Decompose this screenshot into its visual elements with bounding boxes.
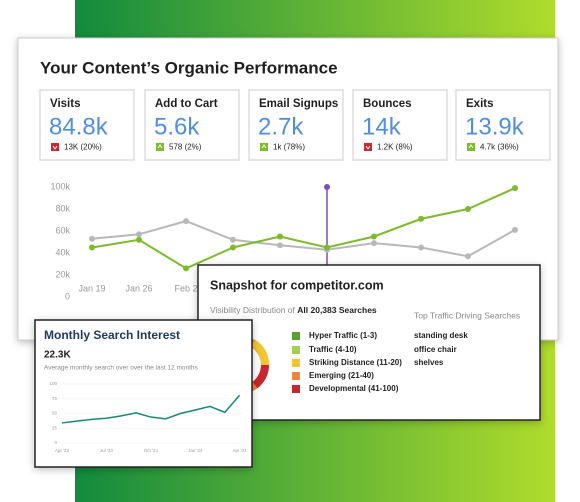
point [230, 244, 236, 251]
point [277, 233, 283, 240]
y-tick-label: 100k [50, 181, 70, 191]
y-tick-label: 60k [55, 225, 70, 235]
y-tick-label: 0 [65, 291, 70, 301]
donut [252, 364, 269, 389]
legend-label: Developmental (41-100) [309, 384, 399, 393]
y-tick-label: 80k [55, 203, 70, 213]
kpi-value: 13.9k [465, 113, 525, 140]
delta-arrow [468, 144, 474, 149]
delta-arrow [52, 145, 58, 150]
point [183, 218, 189, 225]
value: 22.3K [44, 350, 71, 361]
search-term: office chair [414, 345, 457, 354]
delta-arrow [157, 144, 163, 149]
point [512, 185, 518, 192]
point [512, 226, 518, 233]
title: Your Content’s Organic Performance [40, 58, 338, 77]
point [89, 235, 95, 242]
kpi-label: Bounces [363, 98, 412, 110]
delta-icon [467, 143, 475, 151]
point [230, 236, 236, 243]
x-tick-label: Jul '23 [100, 448, 113, 453]
snapshot-card: Snapshot for competitor.com Visibility D… [197, 264, 541, 421]
kpi-value: 84.8k [49, 113, 109, 140]
search-term: shelves [414, 358, 444, 367]
card [34, 319, 253, 468]
point [465, 206, 471, 212]
kpi-value: 14k [362, 113, 402, 140]
point [371, 233, 377, 240]
total: All 20,383 Searches [297, 305, 377, 315]
kpi-delta: 1.2K (8%) [377, 143, 413, 152]
kpi-delta: 1k (78%) [273, 143, 305, 152]
y-tick-label: 75 [52, 396, 58, 401]
label: Visibility Distribution of All 20,383 Se… [210, 305, 377, 315]
kpi-label: Visits [50, 98, 80, 110]
kpi-value: 5.6k [154, 113, 200, 140]
point [418, 215, 424, 222]
point [136, 231, 142, 238]
title: Monthly Search Interest [44, 328, 180, 342]
highlight-dot [324, 184, 330, 190]
x-tick-label: Apr '23 [55, 448, 70, 453]
title: Snapshot for competitor.com [210, 278, 384, 292]
kpi-label: Add to Cart [155, 98, 218, 110]
x-tick-label: Oct '24 [144, 448, 159, 453]
donut [250, 339, 269, 366]
delta-arrow [365, 145, 371, 150]
delta-icon [260, 143, 268, 151]
point [465, 253, 471, 260]
y-tick-label: 25 [52, 425, 58, 430]
series-line [61, 394, 241, 424]
y-tick-label: 0 [54, 440, 57, 445]
label: Visibility Distribution of [210, 305, 296, 315]
series-line [91, 220, 516, 258]
kpi-label: Exits [466, 98, 494, 110]
legend-label: Traffic (4-10) [309, 345, 357, 354]
legend-swatch [292, 385, 300, 393]
kpi-value: 2.7k [258, 113, 304, 140]
y-tick-label: 100 [49, 381, 57, 386]
legend-swatch [292, 346, 300, 354]
delta-icon [156, 143, 164, 151]
point [324, 244, 330, 251]
x-tick-label: Apr '24 [233, 448, 248, 453]
legend-swatch [292, 372, 300, 380]
legend-label: Emerging (21-40) [309, 371, 374, 380]
kpi-delta: 578 (2%) [169, 143, 202, 152]
point [277, 242, 283, 249]
series-line [91, 187, 516, 270]
point [418, 244, 424, 251]
monthly-card: Monthly Search Interest 22.3K Average mo… [34, 319, 253, 468]
search-term: standing desk [414, 331, 468, 340]
kpi-delta: 13K (20%) [64, 143, 102, 152]
point [371, 240, 377, 247]
y-tick-label: 40k [55, 247, 70, 257]
x-tick-label: Jan 26 [125, 283, 152, 293]
x-tick-label: Jan 19 [78, 283, 105, 293]
legend-swatch [292, 332, 300, 340]
legend-swatch [292, 359, 300, 367]
kpi-label: Email Signups [259, 98, 338, 110]
x-tick-label: Jan '24 [188, 448, 203, 453]
delta-icon [51, 143, 59, 151]
delta-arrow [261, 144, 267, 149]
legend-label: Striking Distance (11-20) [309, 358, 402, 367]
y-tick-label: 20k [55, 269, 70, 279]
kpi-delta: 4.7k (36%) [480, 143, 519, 152]
point [89, 244, 95, 251]
x-tick-label: Feb 2 [174, 283, 197, 293]
point [183, 265, 189, 272]
legend-label: Hyper Traffic (1-3) [309, 331, 377, 340]
y-tick-label: 50 [52, 411, 58, 416]
subtitle: Average monthly search over over the las… [44, 365, 199, 372]
label: Top Traffic Driving Searches [414, 310, 520, 320]
delta-icon [364, 143, 372, 151]
point [136, 236, 142, 243]
